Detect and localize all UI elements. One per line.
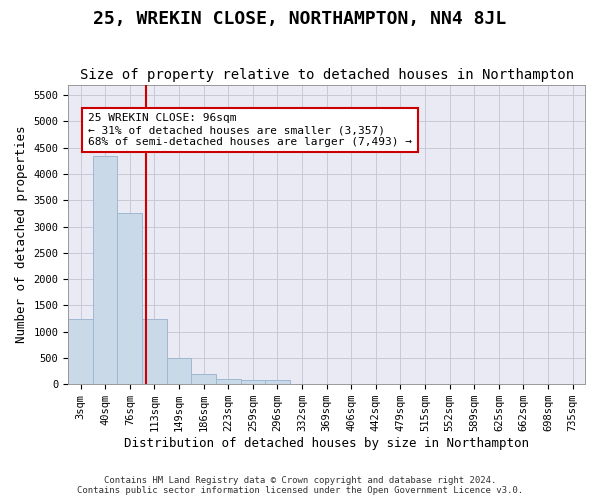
Text: 25 WREKIN CLOSE: 96sqm
← 31% of detached houses are smaller (3,357)
68% of semi-: 25 WREKIN CLOSE: 96sqm ← 31% of detached… [88,114,412,146]
Bar [265,380,290,384]
Text: Contains HM Land Registry data © Crown copyright and database right 2024.
Contai: Contains HM Land Registry data © Crown c… [77,476,523,495]
Bar [241,380,265,384]
Title: Size of property relative to detached houses in Northampton: Size of property relative to detached ho… [80,68,574,82]
Bar [68,318,93,384]
Bar [167,358,191,384]
Y-axis label: Number of detached properties: Number of detached properties [15,126,28,343]
Bar [191,374,216,384]
Bar [118,214,142,384]
Bar [142,318,167,384]
X-axis label: Distribution of detached houses by size in Northampton: Distribution of detached houses by size … [124,437,529,450]
Bar [93,156,118,384]
Text: 25, WREKIN CLOSE, NORTHAMPTON, NN4 8JL: 25, WREKIN CLOSE, NORTHAMPTON, NN4 8JL [94,10,506,28]
Bar [216,379,241,384]
